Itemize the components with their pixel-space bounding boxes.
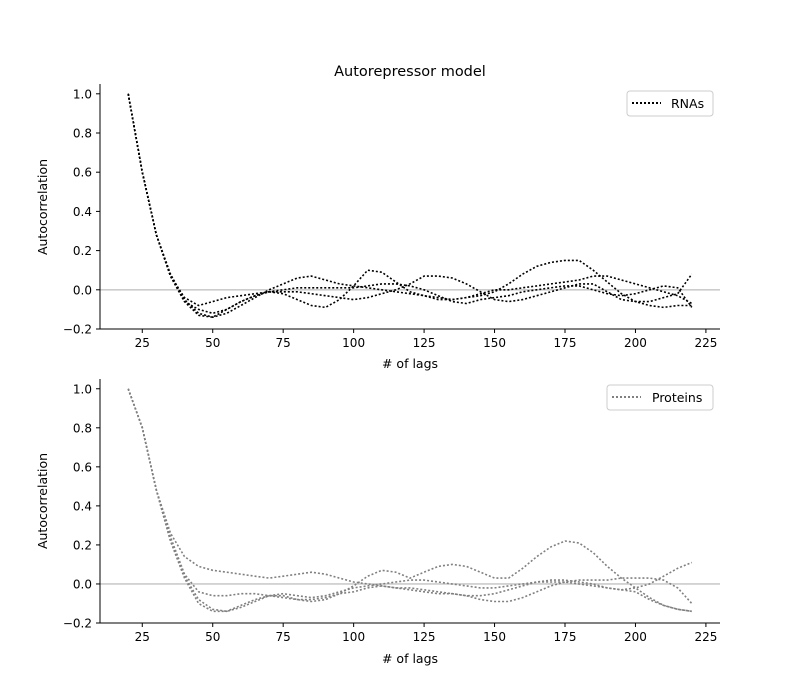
x-tick-label: 225: [694, 630, 717, 644]
series-layer: [127, 388, 693, 613]
legend-label: Proteins: [652, 390, 702, 405]
y-tick-label: 0.4: [73, 499, 92, 513]
protein-autocorrelation-panel: 25 50 75 100 125 150 175 200 225 −0.2 0.0 0.2 0.4 0.…: [35, 379, 720, 666]
rna-autocorrelation-panel: Autorepressor model 25 50 75 100 125 150 175 20…: [35, 64, 720, 371]
y-tick-label: 0.8: [73, 421, 92, 435]
y-tick-label: 0.2: [73, 244, 92, 258]
x-tick-label: 75: [276, 336, 291, 350]
y-tick-label: 0.2: [73, 538, 92, 552]
series-line-2: [127, 93, 693, 315]
x-tick-label: 125: [413, 336, 436, 350]
y-tick-label: 1.0: [73, 87, 92, 101]
x-tick-label: 50: [205, 336, 220, 350]
x-axis-label: # of lags: [382, 356, 438, 371]
x-tick-label: 25: [135, 630, 150, 644]
x-tick-label: 175: [554, 336, 577, 350]
y-axis-label: Autocorrelation: [35, 453, 50, 549]
y-tick-label: −0.2: [63, 617, 92, 631]
y-tick-label: 0.4: [73, 205, 92, 219]
chart-title: Autorepressor model: [334, 64, 486, 80]
legend-box: [626, 90, 714, 117]
series-line-1: [127, 93, 692, 319]
legend: Proteins: [606, 384, 714, 411]
axes: [99, 84, 720, 330]
y-axis-label: Autocorrelation: [35, 159, 50, 255]
legend: RNAs: [626, 90, 714, 117]
y-ticks: −0.2 0.0 0.2 0.4 0.6 0.8 1.0: [63, 382, 100, 631]
y-tick-label: −0.2: [63, 323, 92, 337]
x-tick-label: 150: [483, 336, 506, 350]
series-line-1: [127, 388, 693, 597]
x-ticks: 25 50 75 100 125 150 175 200 225: [135, 329, 717, 350]
x-tick-label: 175: [554, 630, 577, 644]
series-line-3: [127, 93, 693, 307]
x-tick-label: 50: [205, 630, 220, 644]
y-tick-label: 0.8: [73, 127, 92, 141]
y-tick-label: 0.0: [73, 283, 92, 297]
x-ticks: 25 50 75 100 125 150 175 200 225: [135, 623, 717, 644]
x-tick-label: 25: [135, 336, 150, 350]
x-tick-label: 125: [413, 630, 436, 644]
x-axis-label: # of lags: [382, 651, 438, 666]
x-tick-label: 200: [624, 336, 647, 350]
axes: [99, 379, 720, 624]
y-tick-label: 0.0: [73, 577, 92, 591]
x-tick-label: 100: [342, 336, 365, 350]
y-ticks: −0.2 0.0 0.2 0.4 0.6 0.8 1.0: [63, 87, 100, 337]
y-tick-label: 1.0: [73, 382, 92, 396]
series-layer: [127, 93, 693, 319]
y-tick-label: 0.6: [73, 460, 92, 474]
legend-label: RNAs: [671, 96, 704, 111]
x-tick-label: 75: [276, 630, 291, 644]
y-tick-label: 0.6: [73, 166, 92, 180]
x-tick-label: 150: [483, 630, 506, 644]
series-line-4: [127, 388, 692, 613]
legend-box: [606, 384, 714, 411]
series-line-2: [127, 388, 693, 605]
series-line-4: [127, 93, 693, 319]
x-tick-label: 225: [694, 336, 717, 350]
x-tick-label: 100: [342, 630, 365, 644]
x-tick-label: 200: [624, 630, 647, 644]
